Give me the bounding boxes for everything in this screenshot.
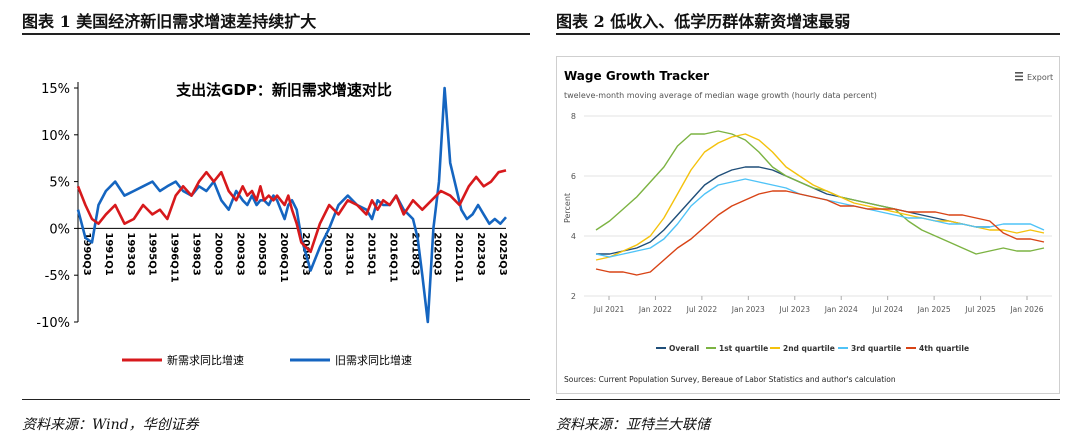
left-y-tick-label: 15% xyxy=(41,82,70,97)
right-chart-subtitle: tweleve-month moving average of median w… xyxy=(564,91,877,100)
left-x-tick-label: 2000Q3 xyxy=(212,232,223,275)
left-x-tick-label: 2025Q3 xyxy=(497,232,508,275)
export-label: Export xyxy=(1027,73,1053,82)
right-y-tick-label: 2 xyxy=(571,292,576,301)
left-x-tick-label: 2018Q3 xyxy=(409,232,420,275)
left-y-tick-label: 0% xyxy=(49,222,70,237)
left-x-tick-label: 2005Q3 xyxy=(256,232,267,275)
series-line-old-demand xyxy=(76,86,507,324)
left-x-tick-label: 1993Q3 xyxy=(125,232,136,275)
legend-label-old-demand: 旧需求同比增速 xyxy=(335,353,412,367)
left-x-tick-label: 2020Q3 xyxy=(431,232,442,275)
left-source-rule xyxy=(22,399,530,400)
right-gridlines xyxy=(584,115,1052,297)
left-x-axis: 1990Q3 1991Q1 1993Q3 1995Q1 1996Q11 1998Q3 200… xyxy=(78,227,508,283)
left-x-tick-label: 2003Q3 xyxy=(234,232,245,275)
left-y-axis: 15% 10% 5% 0% -5% -10% xyxy=(36,82,79,331)
export-button[interactable]: Export xyxy=(1015,72,1053,82)
right-y-tick-label: 4 xyxy=(571,232,576,241)
right-figure-caption: 图表 2 低收入、低学历群体薪资增速最弱 xyxy=(556,12,851,31)
right-chart-frame xyxy=(556,56,1060,394)
left-caption-rule xyxy=(22,33,530,35)
left-x-tick-label: 1995Q1 xyxy=(147,232,158,275)
right-y-tick-label: 6 xyxy=(571,172,576,181)
left-x-tick-label: 2013Q1 xyxy=(344,232,355,275)
right-chart-title: Wage Growth Tracker xyxy=(564,69,709,83)
left-y-tick-label: 10% xyxy=(41,129,70,144)
left-legend: 新需求同比增速 旧需求同比增速 xyxy=(122,353,412,367)
right-x-axis: Jul 2021 Jan 2022 Jul 2022 Jan 2023 Jul 2023… xyxy=(593,296,1044,314)
right-y-tick-label: 8 xyxy=(571,112,576,121)
hamburger-menu-icon xyxy=(1015,72,1023,81)
right-legend-label: Overall xyxy=(669,344,699,353)
left-x-tick-label: 2016Q11 xyxy=(388,232,399,282)
left-x-tick-label: 1998Q3 xyxy=(190,232,201,275)
right-x-tick-label: Jan 2024 xyxy=(824,305,858,314)
right-x-tick-label: Jan 2022 xyxy=(638,305,672,314)
left-y-tick-label: -10% xyxy=(36,316,70,331)
right-caption-rule xyxy=(556,33,1060,35)
right-legend-label: 4th quartile xyxy=(919,344,969,353)
left-series-lines xyxy=(76,86,507,324)
right-source: 资料来源：亚特兰大联储 xyxy=(556,417,710,433)
series-line-4th-quartile xyxy=(595,190,1045,276)
left-x-tick-label: 1991Q1 xyxy=(103,232,114,275)
left-chart-title: 支出法GDP：新旧需求增速对比 xyxy=(175,81,392,99)
right-x-tick-label: Jan 2026 xyxy=(1009,305,1043,314)
right-x-tick-label: Jul 2022 xyxy=(686,305,718,314)
right-legend-label: 2nd quartile xyxy=(783,344,835,353)
right-x-tick-label: Jul 2023 xyxy=(779,305,811,314)
right-x-tick-label: Jul 2025 xyxy=(964,305,996,314)
left-x-tick-label: 2015Q1 xyxy=(366,232,377,275)
left-y-tick-label: 5% xyxy=(49,176,70,191)
left-y-tick-label: -5% xyxy=(45,269,70,284)
left-figure-caption: 图表 1 美国经济新旧需求增速差持续扩大 xyxy=(22,12,317,31)
right-x-tick-label: Jul 2024 xyxy=(871,305,903,314)
right-x-tick-label: Jan 2023 xyxy=(731,305,765,314)
left-x-tick-label: 2021Q11 xyxy=(453,232,464,282)
right-y-axis-label: Percent xyxy=(563,193,572,223)
right-y-axis: 8 6 4 2 xyxy=(571,112,576,301)
left-chart: 支出法GDP：新旧需求增速对比 15% 10% 5% 0% -5% -10% 1990Q3… xyxy=(36,81,508,367)
series-line-new-demand xyxy=(76,169,507,254)
right-footnote: Sources: Current Population Survey, Bere… xyxy=(564,375,896,384)
legend-label-new-demand: 新需求同比增速 xyxy=(167,353,244,367)
right-source-rule xyxy=(556,399,1060,400)
series-line-1st-quartile xyxy=(595,130,1045,255)
right-legend: Overall 1st quartile 2nd quartile 3rd quart… xyxy=(656,344,969,353)
right-legend-label: 3rd quartile xyxy=(851,344,901,353)
left-x-tick-label: 1996Q11 xyxy=(169,232,180,282)
left-x-tick-label: 2023Q3 xyxy=(475,232,486,275)
right-x-tick-label: Jul 2021 xyxy=(593,305,625,314)
left-x-tick-label: 2010Q3 xyxy=(322,232,333,275)
right-chart: Wage Growth Tracker tweleve-month moving… xyxy=(556,56,1060,394)
left-source: 资料来源：Wind，华创证券 xyxy=(22,417,199,433)
right-legend-label: 1st quartile xyxy=(719,344,768,353)
left-x-tick-label: 2006Q11 xyxy=(278,232,289,282)
right-x-tick-label: Jan 2025 xyxy=(917,305,951,314)
left-x-tick-label: 1990Q3 xyxy=(81,232,92,275)
right-series-lines xyxy=(595,130,1045,276)
